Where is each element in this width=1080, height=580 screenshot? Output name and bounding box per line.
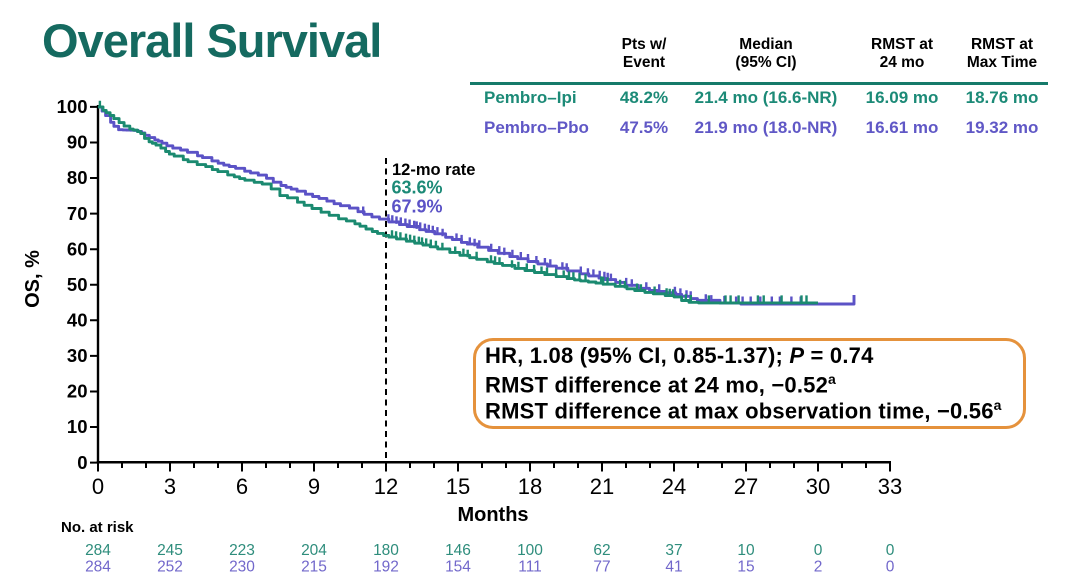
svg-text:OS, %: OS, %: [22, 250, 44, 308]
svg-text:284: 284: [85, 559, 111, 576]
svg-text:20: 20: [67, 381, 88, 402]
svg-text:154: 154: [445, 559, 471, 576]
svg-text:10: 10: [67, 416, 88, 437]
svg-text:3: 3: [164, 474, 176, 499]
svg-text:6: 6: [236, 474, 248, 499]
svg-text:30: 30: [67, 345, 88, 366]
svg-text:41: 41: [665, 559, 682, 576]
svg-text:60: 60: [67, 238, 88, 259]
svg-text:223: 223: [229, 542, 255, 559]
svg-text:0: 0: [77, 452, 87, 473]
svg-text:230: 230: [229, 559, 255, 576]
svg-text:18: 18: [518, 474, 542, 499]
svg-text:40: 40: [67, 310, 88, 331]
svg-text:215: 215: [301, 559, 327, 576]
svg-text:12: 12: [374, 474, 398, 499]
svg-text:50: 50: [67, 274, 88, 295]
svg-text:2: 2: [814, 559, 823, 576]
svg-text:9: 9: [308, 474, 320, 499]
svg-text:37: 37: [665, 542, 682, 559]
svg-text:24: 24: [662, 474, 686, 499]
svg-text:0: 0: [886, 542, 895, 559]
svg-text:15: 15: [737, 559, 754, 576]
svg-text:30: 30: [806, 474, 830, 499]
svg-text:245: 245: [157, 542, 183, 559]
svg-text:33: 33: [878, 474, 902, 499]
svg-text:10: 10: [737, 542, 755, 559]
svg-text:27: 27: [734, 474, 758, 499]
svg-text:15: 15: [446, 474, 470, 499]
svg-text:252: 252: [157, 559, 183, 576]
svg-text:146: 146: [445, 542, 471, 559]
svg-text:192: 192: [373, 559, 399, 576]
svg-text:284: 284: [85, 542, 111, 559]
svg-text:90: 90: [67, 132, 88, 153]
svg-text:70: 70: [67, 203, 88, 224]
svg-text:62: 62: [593, 542, 610, 559]
svg-text:12-mo rate: 12-mo rate: [392, 161, 475, 179]
svg-text:77: 77: [593, 559, 610, 576]
svg-text:0: 0: [814, 542, 823, 559]
svg-text:111: 111: [518, 559, 542, 576]
svg-text:80: 80: [67, 167, 88, 188]
svg-text:0: 0: [886, 559, 895, 576]
svg-text:67.9%: 67.9%: [392, 197, 443, 217]
svg-text:100: 100: [517, 542, 543, 559]
svg-text:204: 204: [301, 542, 327, 559]
svg-text:Months: Months: [457, 504, 528, 526]
svg-text:100: 100: [57, 96, 88, 117]
svg-text:21: 21: [590, 474, 614, 499]
svg-text:63.6%: 63.6%: [392, 178, 443, 198]
svg-text:180: 180: [373, 542, 399, 559]
svg-text:0: 0: [92, 474, 104, 499]
